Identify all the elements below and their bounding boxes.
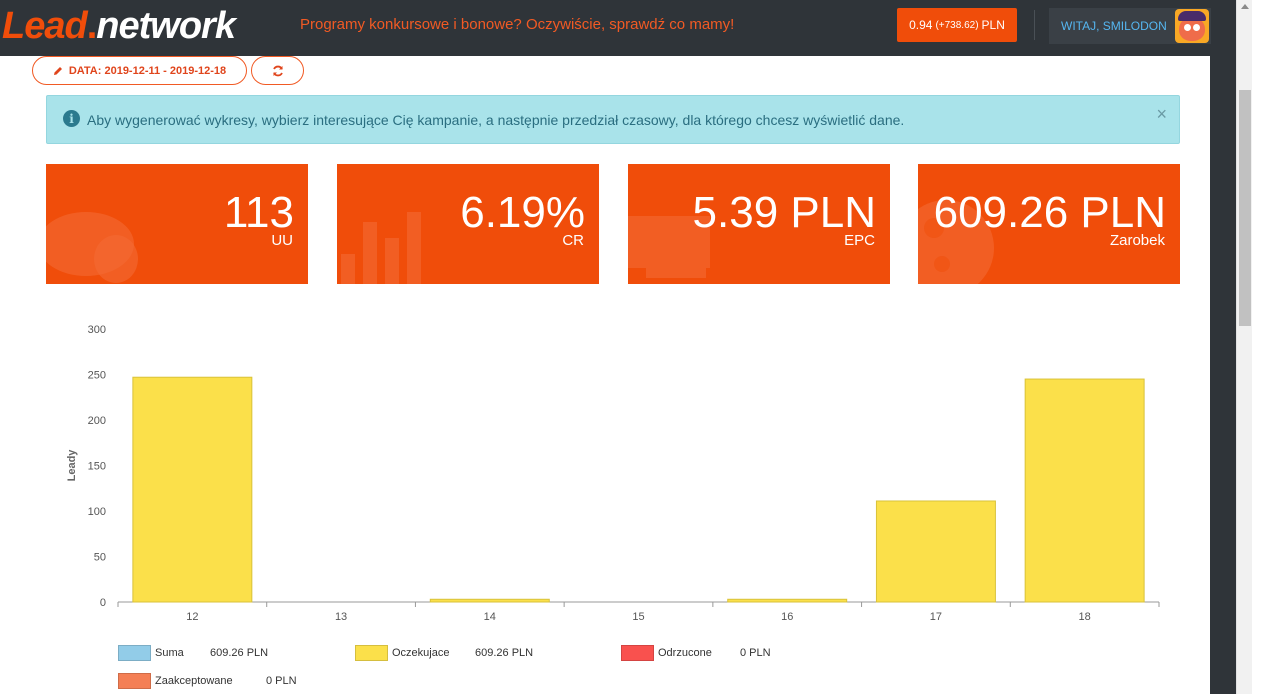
legend-item[interactable]: Odrzucone 0 PLN — [621, 645, 771, 661]
legend-value: 0 PLN — [266, 675, 297, 687]
x-tick-label: 15 — [632, 611, 644, 623]
x-tick-label: 13 — [335, 611, 347, 623]
stat-tile-uu: 113 UU — [46, 164, 308, 284]
bar-18[interactable] — [1024, 378, 1145, 603]
legend-swatch — [118, 645, 151, 661]
refresh-button[interactable] — [251, 56, 304, 85]
legend-swatch — [118, 673, 151, 689]
y-tick-label: 0 — [100, 597, 106, 609]
legend-value: 609.26 PLN — [210, 647, 269, 659]
alert-close-icon[interactable]: × — [1156, 104, 1167, 124]
stat-label-epc: EPC — [844, 232, 875, 249]
legend-label: Oczekujace — [392, 647, 450, 659]
y-tick-label: 150 — [88, 461, 106, 473]
page-scrollbar[interactable] — [1236, 0, 1252, 694]
y-tick-label: 100 — [88, 506, 106, 518]
window-outside — [1252, 0, 1280, 694]
logo-lead-text: Lead — [2, 5, 88, 47]
right-sidebar-edge — [1210, 56, 1236, 694]
bar-14[interactable] — [429, 598, 550, 603]
chart-legend: Suma 609.26 PLN Oczekujace 609.26 PLN Odrzuc… — [118, 644, 918, 694]
x-tick-label: 12 — [186, 611, 198, 623]
bar-chart-icon — [341, 212, 421, 284]
stat-value-epc: 5.39 PLN — [692, 188, 876, 237]
legend-item[interactable]: Suma 609.26 PLN — [118, 645, 268, 661]
y-axis-title: Leady — [66, 449, 78, 482]
stat-label-cr: CR — [562, 232, 584, 249]
info-icon: i — [63, 110, 80, 127]
legend-label: Odrzucone — [658, 647, 712, 659]
stat-tile-zarobek: 609.26 PLN Zarobek — [918, 164, 1180, 284]
legend-swatch — [621, 645, 654, 661]
chat-bubbles-icon — [46, 212, 138, 283]
stat-tile-cr: 6.19% CR — [337, 164, 599, 284]
y-tick-label: 50 — [94, 552, 106, 564]
avatar-eye-left — [1184, 24, 1191, 31]
y-tick-label: 300 — [88, 324, 106, 336]
scroll-up-arrow-icon[interactable] — [1241, 4, 1249, 9]
logo-network-text: network — [96, 5, 236, 47]
leads-bar-chart: 0 50 100 150 200 250 300 Leady 12 13 14 15 16 17 18 — [66, 324, 1160, 623]
bar-12[interactable] — [132, 376, 253, 603]
x-tick-label: 17 — [930, 611, 942, 623]
legend-value: 609.26 PLN — [475, 647, 534, 659]
pencil-icon — [53, 66, 62, 75]
globe-icon — [918, 200, 994, 284]
stat-value-uu: 113 — [223, 188, 294, 237]
x-tick-label: 14 — [484, 611, 496, 623]
legend-label: Zaakceptowane — [155, 675, 233, 687]
avatar[interactable] — [1175, 9, 1209, 43]
logo[interactable]: Lead.network — [2, 5, 236, 47]
bar-17[interactable] — [875, 500, 996, 603]
balance-button[interactable]: 0.94 (+738.62) PLN — [897, 8, 1017, 42]
balance-diff: (+738.62) — [935, 19, 979, 31]
avatar-face — [1179, 17, 1205, 41]
stat-label-uu: UU — [271, 232, 293, 249]
bar-16[interactable] — [727, 598, 848, 603]
legend-item[interactable]: Zaakceptowane 0 PLN — [118, 673, 297, 689]
promo-link[interactable]: Programy konkursowe i bonowe? Oczywiście… — [300, 16, 735, 33]
y-tick-label: 250 — [88, 370, 106, 382]
x-tick-label: 16 — [781, 611, 793, 623]
avatar-hair — [1178, 11, 1206, 21]
avatar-eye-right — [1193, 24, 1200, 31]
balance-main: 0.94 — [909, 18, 933, 32]
x-tick-label: 18 — [1079, 611, 1091, 623]
stat-value-cr: 6.19% — [460, 188, 585, 237]
legend-item[interactable]: Oczekujace 609.26 PLN — [355, 645, 533, 661]
date-range-button[interactable]: DATA: 2019-12-11 - 2019-12-18 — [32, 56, 247, 85]
legend-label: Suma — [155, 647, 184, 659]
refresh-icon — [272, 65, 283, 76]
stat-tile-epc: 5.39 PLN EPC — [628, 164, 890, 284]
stat-label-zarobek: Zarobek — [1109, 232, 1165, 249]
top-navbar: Lead.network Programy konkursowe i bonow… — [0, 0, 1236, 56]
stat-value-zarobek: 609.26 PLN — [933, 188, 1166, 237]
logo-dot: . — [86, 5, 98, 47]
info-alert: i Aby wygenerować wykresy, wybierz inter… — [46, 95, 1180, 144]
legend-swatch — [355, 645, 388, 661]
balance-currency: PLN — [981, 18, 1005, 32]
money-icon — [628, 216, 710, 278]
date-range-label: DATA: 2019-12-11 - 2019-12-18 — [68, 64, 227, 77]
user-greeting: WITAJ, SMILODON — [1061, 19, 1167, 33]
info-alert-message: Aby wygenerować wykresy, wybierz interes… — [87, 112, 905, 128]
navbar-divider — [1034, 10, 1035, 40]
scroll-thumb[interactable] — [1239, 90, 1251, 326]
y-tick-label: 200 — [88, 415, 106, 427]
user-menu-button[interactable]: WITAJ, SMILODON — [1049, 8, 1211, 44]
legend-value: 0 PLN — [740, 647, 771, 659]
